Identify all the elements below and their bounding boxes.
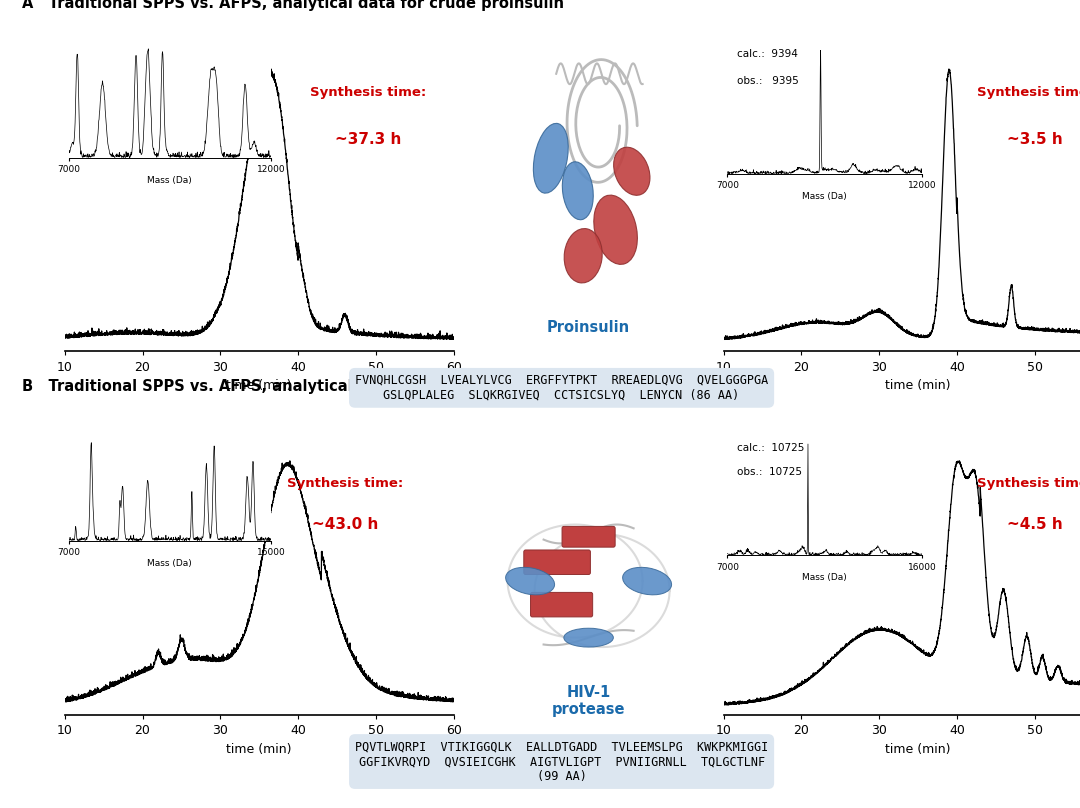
- Ellipse shape: [534, 124, 568, 193]
- Ellipse shape: [564, 229, 603, 283]
- FancyBboxPatch shape: [524, 550, 591, 574]
- X-axis label: time (min): time (min): [227, 743, 292, 755]
- Text: A   Traditional SPPS vs. AFPS, analytical data for crude proinsulin: A Traditional SPPS vs. AFPS, analytical …: [22, 0, 564, 11]
- Text: B   Traditional SPPS vs. AFPS, analytical data for crude HIV-1 protease: B Traditional SPPS vs. AFPS, analytical …: [22, 379, 604, 394]
- Text: Synthesis time:: Synthesis time:: [310, 86, 427, 99]
- Text: Synthesis time:: Synthesis time:: [286, 477, 403, 490]
- Text: ~37.3 h: ~37.3 h: [335, 132, 402, 147]
- Text: ~3.5 h: ~3.5 h: [1007, 132, 1063, 147]
- Ellipse shape: [505, 567, 554, 595]
- Text: Traditional SPPS: Traditional SPPS: [119, 433, 260, 448]
- FancyBboxPatch shape: [562, 527, 616, 547]
- Text: AFPS: AFPS: [748, 433, 793, 448]
- Text: ~4.5 h: ~4.5 h: [1007, 517, 1063, 532]
- Text: AFPS: AFPS: [748, 38, 793, 53]
- Ellipse shape: [613, 147, 650, 196]
- Ellipse shape: [623, 567, 672, 595]
- Ellipse shape: [594, 195, 637, 264]
- Text: PQVTLWQRPI  VTIKIGGQLK  EALLDTGADD  TVLEEMSLPG  KWKPKMIGGI
GGFIKVRQYD  QVSIEICGH: PQVTLWQRPI VTIKIGGQLK EALLDTGADD TVLEEMS…: [355, 740, 768, 783]
- Ellipse shape: [564, 629, 613, 647]
- Text: ~43.0 h: ~43.0 h: [311, 517, 378, 532]
- Text: HIV-1
protease: HIV-1 protease: [552, 685, 625, 718]
- Text: FVNQHLCGSH  LVEALYLVCG  ERGFFYTPKT  RREAEDLQVG  QVELGGGPGA
GSLQPLALEG  SLQKRGIVE: FVNQHLCGSH LVEALYLVCG ERGFFYTPKT RREAEDL…: [355, 374, 768, 402]
- Ellipse shape: [563, 162, 593, 220]
- Text: Synthesis time:: Synthesis time:: [976, 477, 1080, 490]
- Text: Traditional SPPS: Traditional SPPS: [119, 38, 260, 53]
- X-axis label: time (min): time (min): [886, 743, 950, 755]
- X-axis label: time (min): time (min): [227, 379, 292, 392]
- X-axis label: time (min): time (min): [886, 379, 950, 392]
- Text: Synthesis time:: Synthesis time:: [976, 86, 1080, 99]
- Text: Proinsulin: Proinsulin: [548, 320, 630, 335]
- FancyBboxPatch shape: [530, 592, 593, 617]
